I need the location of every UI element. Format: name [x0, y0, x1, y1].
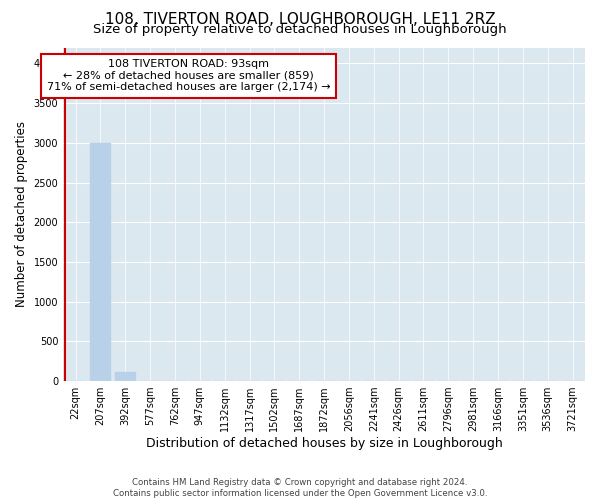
- Text: Contains HM Land Registry data © Crown copyright and database right 2024.
Contai: Contains HM Land Registry data © Crown c…: [113, 478, 487, 498]
- Bar: [90, 143, 111, 381]
- Y-axis label: Number of detached properties: Number of detached properties: [15, 122, 28, 308]
- Text: 108, TIVERTON ROAD, LOUGHBOROUGH, LE11 2RZ: 108, TIVERTON ROAD, LOUGHBOROUGH, LE11 2…: [104, 12, 496, 28]
- Bar: [115, 372, 136, 381]
- Text: Size of property relative to detached houses in Loughborough: Size of property relative to detached ho…: [93, 22, 507, 36]
- Text: 108 TIVERTON ROAD: 93sqm
← 28% of detached houses are smaller (859)
71% of semi-: 108 TIVERTON ROAD: 93sqm ← 28% of detach…: [47, 59, 330, 92]
- X-axis label: Distribution of detached houses by size in Loughborough: Distribution of detached houses by size …: [146, 437, 502, 450]
